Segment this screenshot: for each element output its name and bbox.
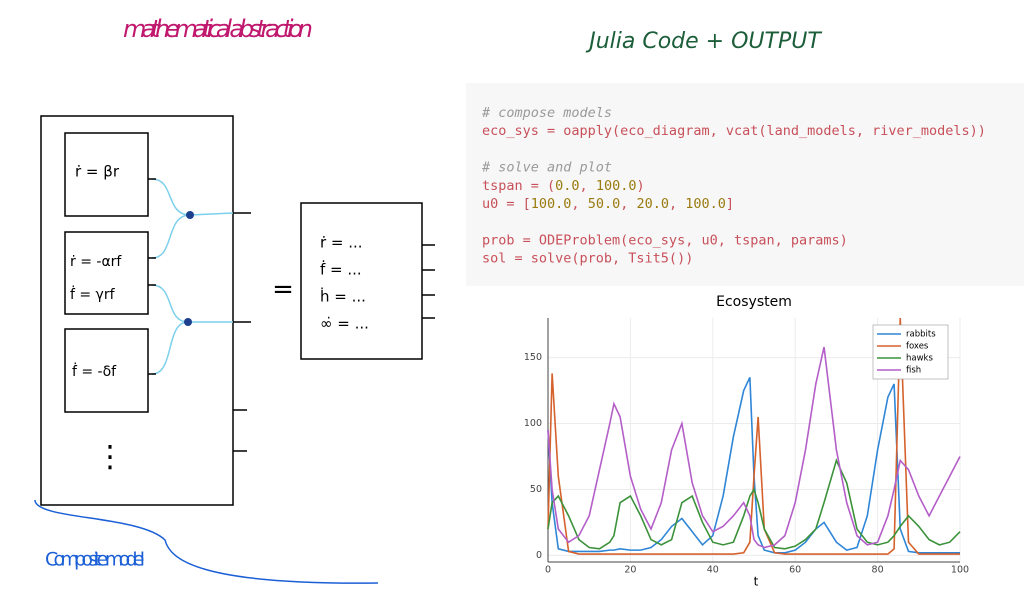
series-line <box>547 346 961 549</box>
model-box <box>64 231 149 315</box>
code-line: eco_sys = oapply(eco_diagram, vcat(land_… <box>482 123 986 139</box>
ports <box>148 178 435 452</box>
junction <box>184 318 192 326</box>
equation: ḟ = γrf <box>70 285 116 303</box>
x-tick-label: 40 <box>707 565 719 576</box>
y-tick-label: 100 <box>524 418 542 429</box>
code-line: sol = solve(prob, Tsit5()) <box>482 251 693 267</box>
chart-title: Ecosystem <box>716 294 792 310</box>
equals: = <box>272 275 294 305</box>
right-title: Julia Code + OUTPUT <box>585 29 822 54</box>
y-tick-label: 150 <box>524 352 542 363</box>
x-tick-label: 20 <box>624 565 636 576</box>
y-tick-label: 0 <box>536 550 542 561</box>
equation: ḣ = ... <box>320 287 366 306</box>
equation: ṙ = -αrf <box>70 254 122 270</box>
code-block <box>466 83 1024 286</box>
result-box <box>300 202 423 360</box>
equation: ∞̇ = ... <box>320 315 369 333</box>
x-tick-label: 0 <box>545 565 551 576</box>
composite-box <box>40 115 234 506</box>
brace <box>34 499 379 584</box>
equation: ṙ = βr <box>75 163 120 181</box>
ellipsis: ⋮ <box>95 440 125 475</box>
equation: ṙ = ... <box>320 234 363 252</box>
model-box <box>64 132 149 217</box>
equation: ḟ = -δf <box>72 362 117 380</box>
series-line <box>547 317 960 555</box>
wires <box>151 178 234 375</box>
code-line: # compose models <box>481 105 612 121</box>
junction <box>186 211 194 219</box>
series-line <box>547 377 960 554</box>
chart: Ecosystem 0 50 100 150 0 20 40 60 80 100 t rabbits fo… <box>524 294 969 589</box>
code-line: prob = ODEProblem(eco_sys, u0, tspan, pa… <box>482 232 848 248</box>
code-line: # solve and plot <box>481 160 612 176</box>
legend-label: hawks <box>906 354 933 364</box>
code: # compose models eco_sys = oapply(eco_dia… <box>481 105 986 267</box>
equation: ḟ = ... <box>320 260 362 279</box>
x-tick-label: 100 <box>951 565 969 576</box>
code-line: u0 = [100.0, 50.0, 20.0, 100.0] <box>482 196 734 212</box>
legend-label: rabbits <box>906 330 936 340</box>
x-tick-label: 80 <box>872 565 884 576</box>
left-title: mathematical abstraction <box>123 15 313 43</box>
legend-label: fish <box>906 366 921 376</box>
code-line: tspan = (0.0, 100.0) <box>482 178 645 194</box>
legend-label: foxes <box>906 342 929 352</box>
x-tick-label: 60 <box>789 565 801 576</box>
model-box <box>64 328 149 413</box>
x-axis-label: t <box>754 575 759 589</box>
series-line <box>547 458 961 550</box>
caption: Composite model <box>45 549 145 571</box>
y-tick-label: 50 <box>530 484 542 495</box>
